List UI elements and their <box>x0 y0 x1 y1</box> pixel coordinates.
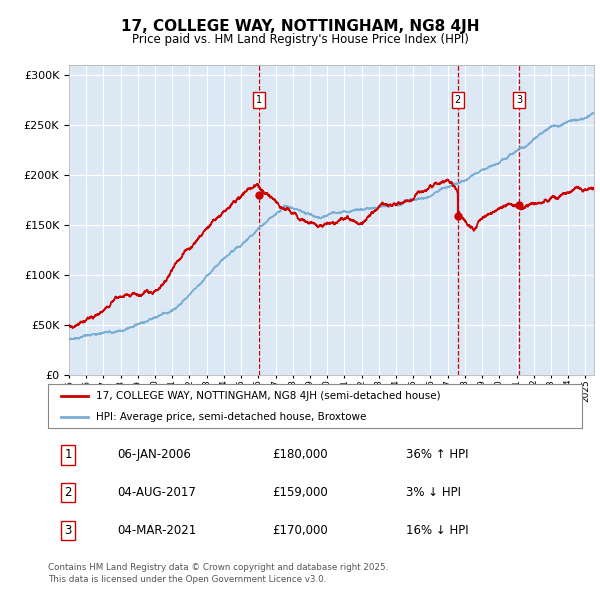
Point <box>254 190 263 199</box>
Text: 1: 1 <box>256 95 262 105</box>
Text: Price paid vs. HM Land Registry's House Price Index (HPI): Price paid vs. HM Land Registry's House … <box>131 33 469 46</box>
Text: 2: 2 <box>455 95 461 105</box>
Text: 06-JAN-2006: 06-JAN-2006 <box>118 448 191 461</box>
Text: 17, COLLEGE WAY, NOTTINGHAM, NG8 4JH: 17, COLLEGE WAY, NOTTINGHAM, NG8 4JH <box>121 19 479 34</box>
Text: 04-AUG-2017: 04-AUG-2017 <box>118 486 196 499</box>
Text: 36% ↑ HPI: 36% ↑ HPI <box>406 448 468 461</box>
Text: 16% ↓ HPI: 16% ↓ HPI <box>406 524 469 537</box>
Text: Contains HM Land Registry data © Crown copyright and database right 2025.
This d: Contains HM Land Registry data © Crown c… <box>48 563 388 584</box>
Text: 2: 2 <box>65 486 72 499</box>
Text: 04-MAR-2021: 04-MAR-2021 <box>118 524 197 537</box>
Text: 3: 3 <box>65 524 72 537</box>
FancyBboxPatch shape <box>48 384 582 428</box>
Point <box>515 200 524 209</box>
Text: £159,000: £159,000 <box>272 486 328 499</box>
Text: £170,000: £170,000 <box>272 524 328 537</box>
Text: 3% ↓ HPI: 3% ↓ HPI <box>406 486 461 499</box>
Text: 1: 1 <box>65 448 72 461</box>
Text: 3: 3 <box>517 95 523 105</box>
Point <box>453 211 463 221</box>
Text: 17, COLLEGE WAY, NOTTINGHAM, NG8 4JH (semi-detached house): 17, COLLEGE WAY, NOTTINGHAM, NG8 4JH (se… <box>96 391 440 401</box>
Text: £180,000: £180,000 <box>272 448 328 461</box>
Text: HPI: Average price, semi-detached house, Broxtowe: HPI: Average price, semi-detached house,… <box>96 412 367 422</box>
